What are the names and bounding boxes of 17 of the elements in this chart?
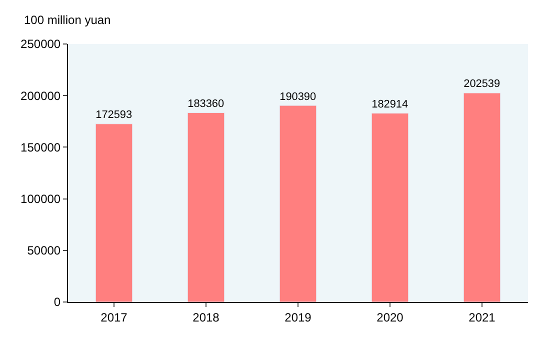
y-tick-label: 0 [54, 295, 61, 310]
y-axis-title: 100 million yuan [24, 13, 111, 27]
y-tick-label: 150000 [20, 140, 61, 154]
data-label: 172593 [96, 109, 132, 122]
y-tick-label: 250000 [20, 37, 61, 52]
y-tick-label: 100000 [20, 192, 61, 206]
y-tick-label: 200000 [20, 88, 61, 103]
x-tick-label: 2017 [100, 310, 128, 324]
x-tick-label: 2019 [284, 310, 312, 324]
x-tick-label: 2021 [468, 310, 496, 324]
data-label: 202539 [464, 78, 500, 90]
data-label: 182914 [372, 98, 408, 110]
data-label: 190390 [280, 90, 316, 103]
data-label: 183360 [188, 98, 224, 110]
x-tick-label: 2018 [192, 310, 220, 324]
y-tick-label: 50000 [27, 244, 61, 258]
x-tick-label: 2020 [376, 310, 404, 324]
